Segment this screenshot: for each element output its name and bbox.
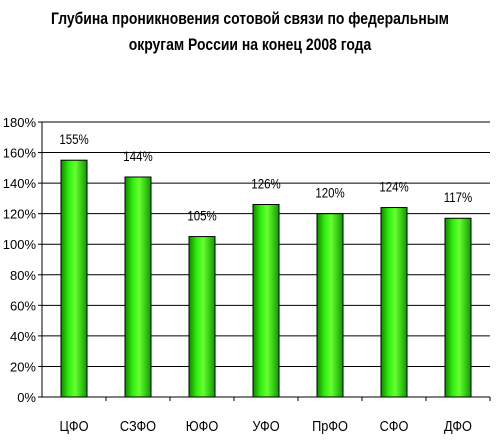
- y-tick-label: 0%: [17, 390, 36, 405]
- y-tick-label: 180%: [3, 115, 37, 130]
- y-tick-label: 80%: [10, 268, 36, 283]
- bars: [60, 159, 472, 398]
- data-label: 155%: [59, 131, 88, 147]
- bar-7: [444, 217, 472, 398]
- x-tick-label: ДФО: [444, 417, 472, 434]
- bar-3: [188, 236, 216, 398]
- y-tick-label: 60%: [10, 298, 36, 313]
- chart-title-line-1: Глубина проникновения сотовой связи по ф…: [51, 9, 449, 28]
- x-tick-label: ЮФО: [186, 417, 219, 434]
- y-tick-label: 20%: [10, 359, 36, 374]
- y-tick-label: 100%: [3, 237, 37, 252]
- y-tick-label: 160%: [3, 146, 37, 161]
- data-label: 105%: [187, 207, 216, 223]
- data-label: 126%: [251, 175, 280, 191]
- bar-6: [380, 207, 408, 398]
- chart-title: Глубина проникновения сотовой связи по ф…: [45, 6, 455, 58]
- x-tick-label: СЗФО: [120, 417, 156, 434]
- bar-2: [124, 176, 152, 398]
- bar-1: [60, 159, 88, 398]
- x-tick-labels: ЦФО СЗФО ЮФО УФО ПрФО СФО ДФО: [59, 417, 472, 434]
- y-tick-label: 140%: [3, 176, 37, 191]
- y-tick-label: 120%: [3, 207, 37, 222]
- x-tick-label: ЦФО: [59, 417, 88, 434]
- y-tick-label: 40%: [10, 329, 36, 344]
- x-tick-label: ПрФО: [312, 417, 348, 434]
- data-label: 144%: [123, 148, 152, 164]
- grid-lines: [42, 121, 490, 367]
- data-labels: 155% 144% 105% 126% 120% 124% 117%: [59, 131, 472, 224]
- bar-5: [316, 213, 344, 398]
- bar-4: [252, 204, 280, 398]
- data-label: 117%: [444, 189, 472, 205]
- data-label: 124%: [379, 178, 408, 194]
- y-tick-labels: 0% 20% 40% 60% 80% 100% 120% 140% 160% 180%: [3, 115, 37, 405]
- x-tick-label: УФО: [252, 417, 279, 434]
- x-tick-label: СФО: [380, 417, 409, 434]
- chart-title-line-2: округам России на конец 2008 года: [128, 35, 372, 54]
- data-label: 120%: [315, 185, 344, 201]
